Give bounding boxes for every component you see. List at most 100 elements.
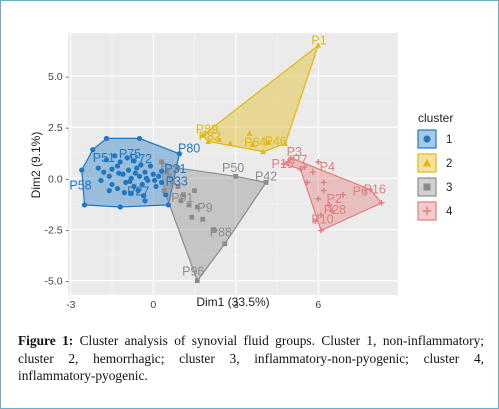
cluster-3-label: P9	[197, 201, 212, 215]
cluster-3-label: P42	[255, 169, 277, 183]
cluster-1-point	[152, 177, 158, 183]
cluster-2-label: P89	[196, 122, 218, 136]
cluster-2-point	[205, 138, 212, 144]
cluster-2-point	[246, 130, 253, 136]
cluster-1-point	[124, 155, 130, 161]
cluster-4-label: P2	[327, 192, 342, 206]
cluster-1-point	[135, 188, 141, 194]
cluster-3-point	[222, 241, 228, 247]
legend-marker-3	[423, 183, 431, 191]
cluster-1-point	[125, 167, 132, 173]
cluster-3-label: P91	[171, 191, 193, 205]
legend-label-3: 3	[446, 182, 452, 194]
cluster-2-point	[282, 140, 289, 146]
cluster-2-point	[216, 136, 223, 142]
cluster-1-point	[127, 178, 133, 184]
cluster-1-point	[131, 158, 137, 164]
cluster-4-label: P10	[311, 212, 333, 226]
cluster-2-point	[199, 132, 206, 138]
cluster-4-point	[315, 195, 322, 202]
cluster-3-point	[211, 227, 217, 232]
cluster-4-label: P7	[292, 153, 307, 167]
cluster-1-point	[114, 163, 121, 169]
legend-label-4: 4	[446, 206, 453, 218]
cluster-1-point	[142, 198, 148, 204]
cluster-1-point	[81, 202, 88, 208]
cluster-1-point	[116, 170, 122, 176]
cluster-4-point	[320, 187, 327, 194]
cluster-3-point	[170, 180, 175, 185]
cluster-3-point	[167, 173, 173, 179]
caption-text: Cluster analysis of synovial fluid group…	[18, 333, 484, 383]
cluster-1-point	[139, 181, 145, 188]
cluster-4-point	[326, 202, 333, 208]
cluster-3-point	[178, 198, 184, 204]
cluster-1-point	[176, 151, 182, 157]
cluster-1-point	[90, 147, 96, 153]
cluster-4-point	[340, 191, 346, 198]
cluster-3-label: P96	[182, 265, 204, 279]
legend-marker-4	[422, 206, 432, 216]
cluster-1-point	[114, 185, 121, 192]
cluster-3-label: P88	[210, 226, 232, 240]
cluster-4-point	[329, 208, 335, 214]
y-tick-label: 0.0 -	[48, 173, 70, 185]
cluster-1-label: P80	[178, 142, 200, 156]
cluster-1-label: P75	[119, 147, 141, 161]
cluster-1-point	[101, 169, 107, 175]
cluster-1-point	[103, 157, 110, 163]
cluster-1-point	[132, 170, 138, 176]
x-axis-label: Dim1 (33.5%)	[196, 295, 269, 309]
cluster-3-point	[233, 173, 239, 179]
x-tick-label: 0	[150, 299, 156, 311]
cluster-4-point	[280, 161, 287, 167]
cluster-1-point	[141, 193, 147, 199]
y-axis-ticks: 5.0 - 2.5 - 0.0 - -2.5 - -5.0 -	[44, 71, 69, 288]
cluster-1-point	[142, 169, 148, 175]
cluster-1-label: P27	[127, 185, 149, 199]
cluster-1-point	[131, 183, 137, 190]
cluster-2-point	[260, 148, 267, 155]
cluster-1-point	[150, 171, 156, 177]
cluster-4-point	[315, 159, 322, 165]
data-points	[79, 42, 385, 284]
cluster-1-point	[106, 173, 112, 179]
cluster-1-label: P33	[166, 174, 188, 188]
cluster-4-point	[285, 159, 291, 165]
cluster-4-point	[318, 212, 324, 219]
legend-title: cluster	[418, 111, 453, 125]
x-axis-ticks: -3 0 3 6	[66, 299, 321, 311]
cluster-1-point	[128, 191, 134, 197]
cluster-1-point	[158, 179, 165, 186]
cluster-3-point	[181, 192, 186, 198]
cluster-2-label: P1	[311, 33, 326, 47]
cluster-1-point	[79, 167, 85, 173]
cluster-1-point	[136, 135, 143, 142]
y-tick-label: 2.5 -	[48, 122, 70, 134]
y-tick-label: -2.5 -	[44, 225, 69, 237]
cluster-1-point	[117, 159, 123, 165]
cluster-3-label: P50	[222, 161, 244, 175]
cluster-2-label: P82	[199, 129, 221, 143]
cluster-1-point	[143, 175, 149, 181]
legend-label-1: 1	[446, 134, 452, 146]
legend-label-2: 2	[446, 158, 452, 170]
cluster-1-point	[109, 181, 115, 188]
cluster-1-point	[153, 183, 159, 190]
cluster-1-point	[112, 153, 118, 159]
cluster-1-point	[95, 165, 101, 171]
cluster-4-label: P4	[320, 160, 335, 174]
cluster-3-point	[200, 216, 206, 222]
cluster-4-point	[367, 186, 374, 193]
x-tick-label: 3	[233, 299, 239, 311]
y-axis-label: Dim2 (9.1%)	[29, 132, 43, 199]
cluster-1-point	[120, 171, 126, 177]
legend: 1 2 3 4	[417, 129, 453, 221]
cluster-4-label: P16	[364, 183, 386, 197]
cluster-1-point	[103, 135, 110, 142]
cluster-1-point	[165, 202, 171, 208]
cluster-1-point	[123, 179, 129, 186]
cluster-1-label: P31	[164, 162, 186, 176]
legend-marker-2	[422, 158, 432, 167]
